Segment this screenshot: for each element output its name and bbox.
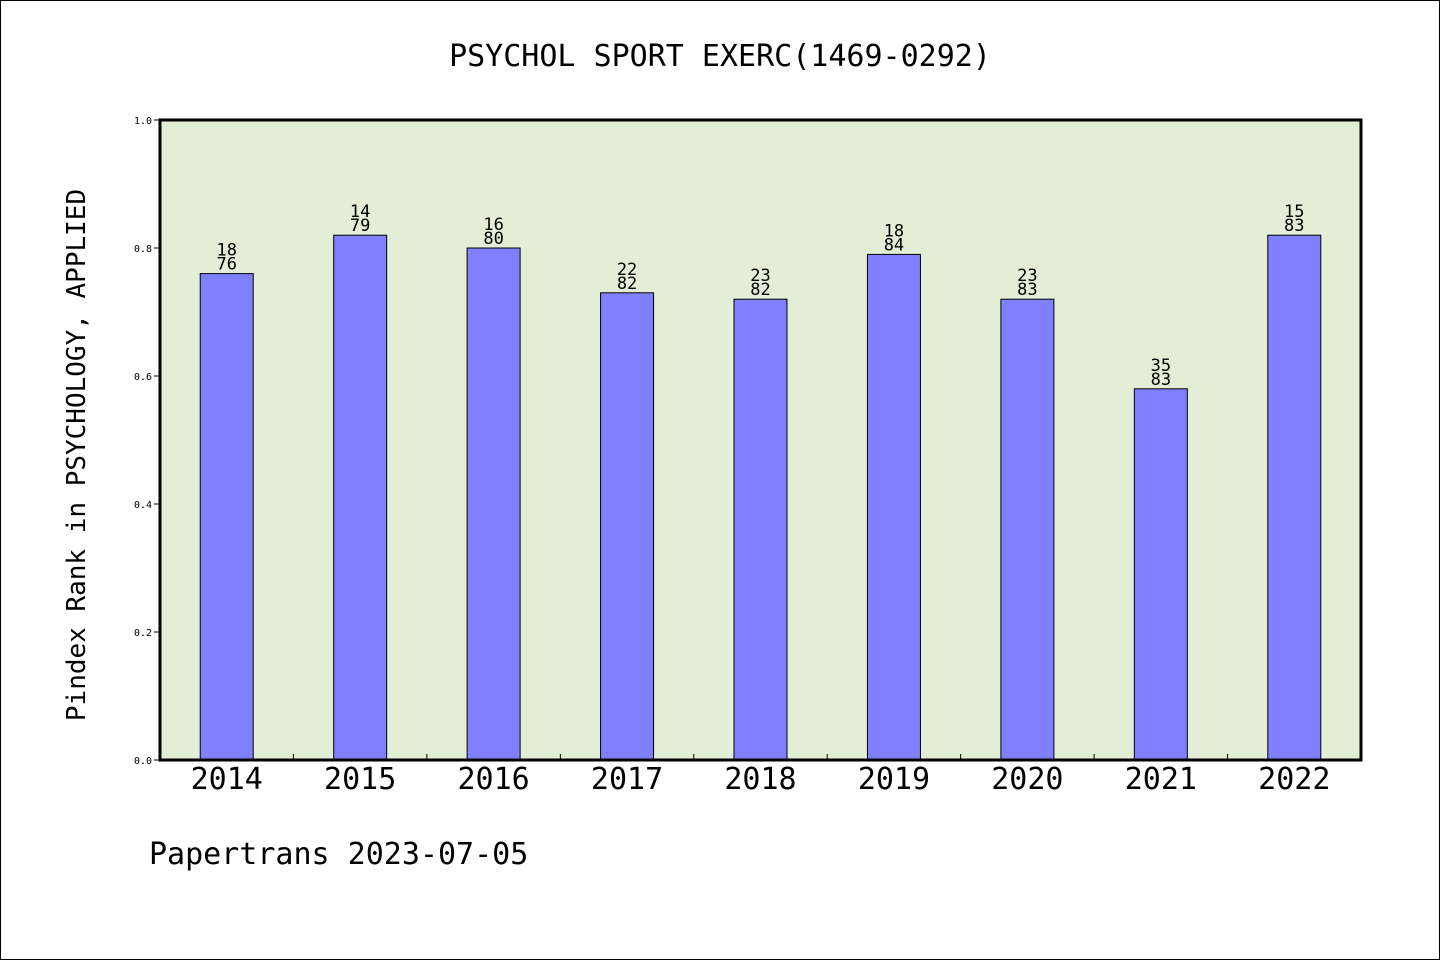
x-axis-ticks: 2014 2015 2016 2017 2018 2019 2020 2021 2022 bbox=[191, 754, 1330, 797]
bar-label-rank: 22 bbox=[617, 260, 637, 280]
x-tick-label: 2018 bbox=[724, 762, 796, 797]
y-tick-label: 0.0 bbox=[134, 756, 152, 767]
bar-label-total: 83 bbox=[1017, 280, 1037, 300]
bar-label-rank: 18 bbox=[884, 221, 904, 241]
plot-border bbox=[158, 118, 1363, 762]
x-tick-label: 2020 bbox=[991, 762, 1063, 797]
bar-label-total: 84 bbox=[884, 235, 904, 255]
bar-2020 bbox=[1000, 298, 1055, 761]
bar-2016 bbox=[466, 247, 521, 761]
x-tick-label: 2019 bbox=[858, 762, 930, 797]
x-tick-label: 2017 bbox=[591, 762, 663, 797]
x-tick-label: 2016 bbox=[457, 762, 529, 797]
bar-label-total: 82 bbox=[750, 280, 770, 300]
bar-label-total: 83 bbox=[1151, 370, 1171, 390]
y-axis-label: Pindex Rank in PSYCHOLOGY, APPLIED bbox=[62, 189, 92, 721]
bar-label-total: 79 bbox=[350, 216, 370, 236]
y-axis-ticks: 0.0 0.2 0.4 0.6 0.8 1.0 bbox=[134, 116, 160, 767]
y-tick-label: 0.6 bbox=[134, 372, 152, 383]
chart-title: PSYCHOL SPORT EXERC(1469-0292) bbox=[449, 39, 991, 74]
bar-2018 bbox=[733, 298, 788, 761]
bar-2014 bbox=[199, 273, 254, 761]
bar-2015 bbox=[333, 234, 388, 761]
x-tick-label: 2021 bbox=[1125, 762, 1197, 797]
footer-credit: Papertrans 2023-07-05 bbox=[149, 837, 528, 872]
bar-2022 bbox=[1267, 234, 1322, 761]
y-tick-label: 0.4 bbox=[134, 500, 152, 511]
bar-2017 bbox=[600, 292, 655, 761]
bar-label-rank: 14 bbox=[350, 202, 370, 222]
bar-label-rank: 18 bbox=[216, 241, 236, 261]
bar-label-rank: 35 bbox=[1151, 356, 1171, 376]
x-tick-label: 2022 bbox=[1258, 762, 1330, 797]
bar-label-rank: 23 bbox=[1017, 266, 1037, 286]
bars bbox=[199, 234, 1322, 761]
x-tick-label: 2014 bbox=[191, 762, 263, 797]
y-tick-label: 0.2 bbox=[134, 628, 152, 639]
bar-label-rank: 23 bbox=[750, 266, 770, 286]
y-tick-label: 0.8 bbox=[134, 244, 152, 255]
bar-label-total: 80 bbox=[483, 229, 503, 249]
bar-label-total: 83 bbox=[1284, 216, 1304, 236]
bar-label-total: 82 bbox=[617, 274, 637, 294]
bar-label-rank: 16 bbox=[483, 215, 503, 235]
bar-2021 bbox=[1133, 388, 1188, 761]
y-tick-label: 1.0 bbox=[134, 116, 152, 127]
bar-label-total: 76 bbox=[216, 255, 236, 275]
x-tick-label: 2015 bbox=[324, 762, 396, 797]
bar-2019 bbox=[866, 253, 921, 761]
bar-label-rank: 15 bbox=[1284, 202, 1304, 222]
